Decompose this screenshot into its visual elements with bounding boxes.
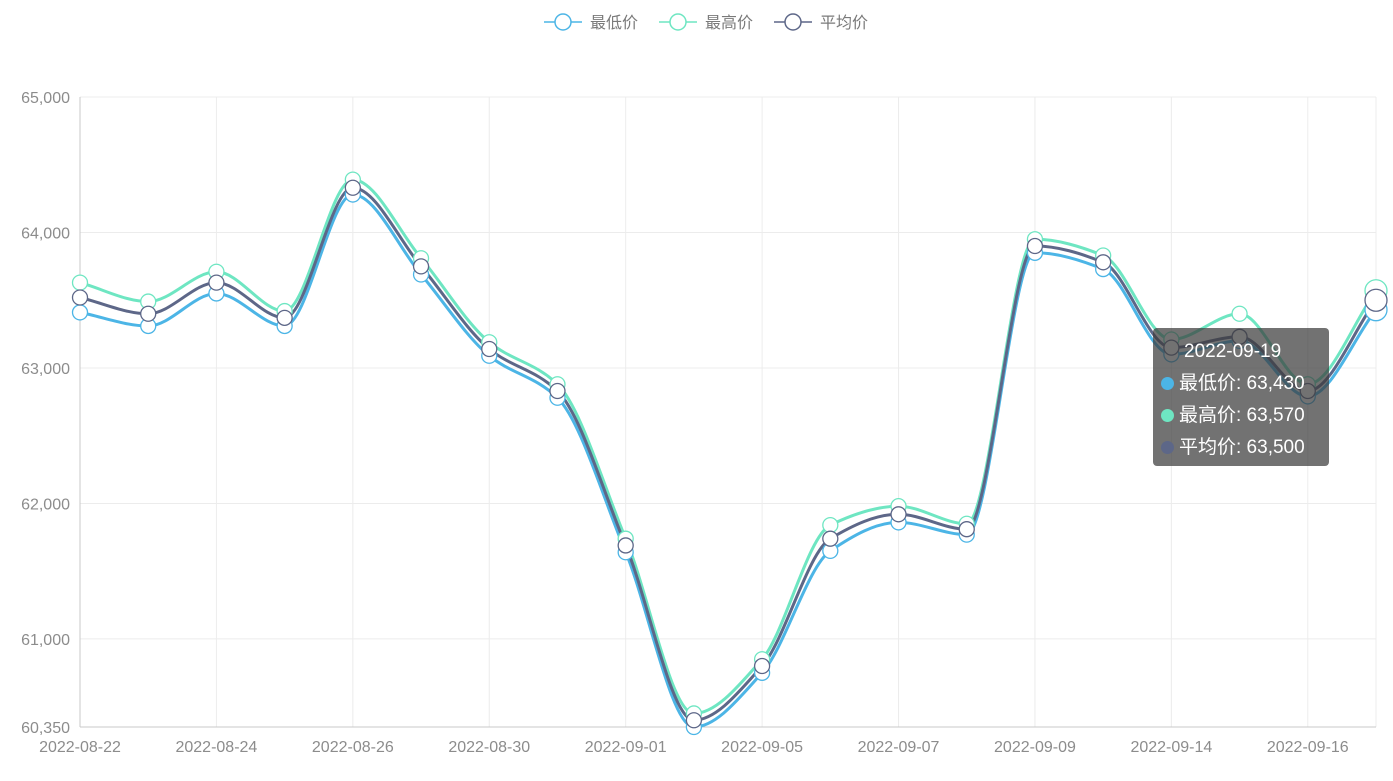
tooltip-title: 2022-09-19 <box>1184 341 1282 362</box>
tooltip-avg-label: 平均价: 63,500 <box>1179 437 1305 458</box>
data-point <box>617 537 634 554</box>
tooltip-row-max: 最高价: 63,570 <box>1161 401 1329 433</box>
y-tick-label: 64,000 <box>21 225 70 242</box>
data-point <box>412 258 430 275</box>
legend-marker <box>669 13 687 31</box>
data-point <box>71 304 89 321</box>
x-tick-label: 2022-08-26 <box>312 739 394 756</box>
axes: 60,350 61,000 62,000 63,000 64,000 65,000 2022… <box>21 90 1376 756</box>
data-point <box>276 309 293 326</box>
data-point <box>1231 305 1248 322</box>
data-point <box>549 382 566 400</box>
tooltip-dot-avg <box>1161 441 1174 454</box>
tooltip-min-label: 最低价: 63,430 <box>1179 373 1305 394</box>
x-tick-label: 2022-08-30 <box>448 739 530 756</box>
y-tick-label: 61,000 <box>21 632 70 649</box>
data-point <box>1095 254 1112 271</box>
series-line-2 <box>79 186 1378 722</box>
x-tick-label: 2022-08-22 <box>39 739 121 756</box>
data-point <box>822 530 839 547</box>
y-tick-label: 60,350 <box>21 720 70 737</box>
data-point <box>890 506 907 523</box>
data-point <box>685 712 703 729</box>
x-tick-label: 2022-09-07 <box>858 739 940 756</box>
tooltip-dot-min <box>1161 377 1174 390</box>
data-point <box>208 274 225 291</box>
legend: 最低价 最高价 平均价 <box>544 13 868 32</box>
legend-label: 最高价 <box>705 14 753 32</box>
data-point <box>71 289 89 306</box>
tooltip-row-min: 最低价: 63,430 <box>1161 369 1329 401</box>
data-point <box>1364 288 1388 312</box>
data-point <box>958 521 975 538</box>
x-tick-label: 2022-09-16 <box>1267 739 1349 756</box>
series-line-0 <box>79 192 1378 729</box>
x-tick-label: 2022-09-05 <box>721 739 803 756</box>
data-point <box>822 516 839 534</box>
y-tick-label: 62,000 <box>21 496 70 513</box>
series-line-1 <box>79 178 1378 716</box>
tooltip-row-avg: 平均价: 63,500 <box>1161 433 1329 465</box>
legend-label: 平均价 <box>820 14 868 32</box>
data-point <box>71 274 89 291</box>
data-point <box>481 340 498 358</box>
series-lines <box>79 178 1378 729</box>
series-markers <box>71 171 1388 736</box>
data-point <box>140 305 157 322</box>
data-point <box>1026 237 1044 255</box>
y-tick-label: 63,000 <box>21 361 70 378</box>
y-tick-label: 65,000 <box>21 90 70 107</box>
tooltip-dot-max <box>1161 409 1174 422</box>
x-tick-label: 2022-08-24 <box>175 739 257 756</box>
tooltip-max-label: 最高价: 63,570 <box>1179 405 1305 426</box>
x-tick-label: 2022-09-14 <box>1130 739 1212 756</box>
data-tooltip: 2022-09-19 最低价: 63,430 最高价: 63,570 平均价: … <box>1153 328 1329 466</box>
data-point <box>344 179 361 196</box>
legend-marker <box>554 13 572 31</box>
legend-label: 最低价 <box>590 14 638 32</box>
x-tick-label: 2022-09-01 <box>585 739 667 756</box>
x-tick-label: 2022-09-09 <box>994 739 1076 756</box>
legend-marker <box>784 13 802 31</box>
data-point <box>753 657 771 675</box>
